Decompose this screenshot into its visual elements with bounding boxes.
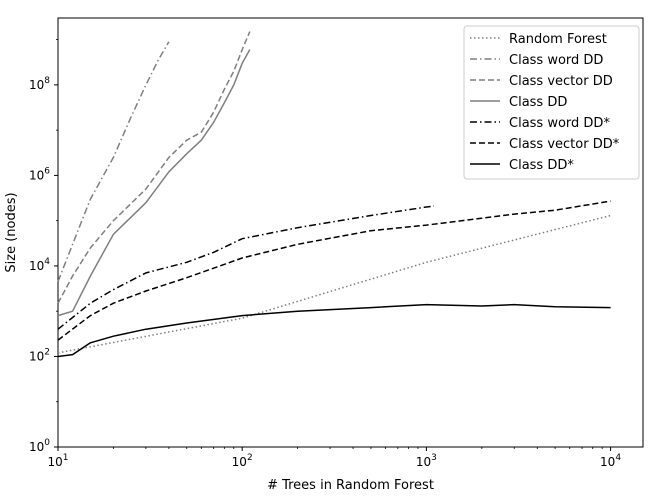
legend-label-2: Class vector DD — [509, 74, 613, 89]
series-line-6 — [57, 303, 611, 358]
x-tick-label: 101 — [47, 453, 68, 469]
series-line-0 — [57, 214, 611, 354]
axis-ticks: 101 102 103 104 100 102 104 106 108 — [29, 39, 621, 469]
legend-label-6: Class DD* — [509, 158, 574, 173]
y-tick-label: 102 — [29, 347, 50, 363]
y-tick-label: 100 — [29, 438, 50, 454]
legend-label-3: Class DD — [509, 95, 567, 110]
plot-area — [57, 17, 644, 448]
series-line-2 — [57, 31, 251, 304]
y-tick-label: 108 — [29, 76, 50, 92]
y-tick-label: 104 — [29, 257, 50, 273]
legend: Random Forest Class word DD Class vector D… — [463, 25, 640, 180]
series-line-5 — [57, 200, 611, 341]
x-axis-label: # Trees in Random Forest — [267, 478, 434, 493]
legend-label-4: Class word DD* — [509, 116, 610, 131]
series-line-4 — [57, 205, 435, 330]
series-line-1 — [57, 41, 170, 282]
series-lines — [57, 31, 611, 358]
x-tick-label: 102 — [232, 453, 253, 469]
x-tick-label: 103 — [416, 453, 437, 469]
series-line-3 — [57, 49, 251, 317]
legend-label-0: Random Forest — [509, 32, 607, 47]
y-tick-label: 106 — [29, 166, 50, 182]
legend-label-1: Class word DD — [509, 53, 603, 68]
y-axis-label: Size (nodes) — [4, 192, 19, 272]
legend-label-5: Class vector DD* — [509, 137, 620, 152]
x-tick-label: 104 — [600, 453, 621, 469]
legend-box — [463, 25, 640, 180]
